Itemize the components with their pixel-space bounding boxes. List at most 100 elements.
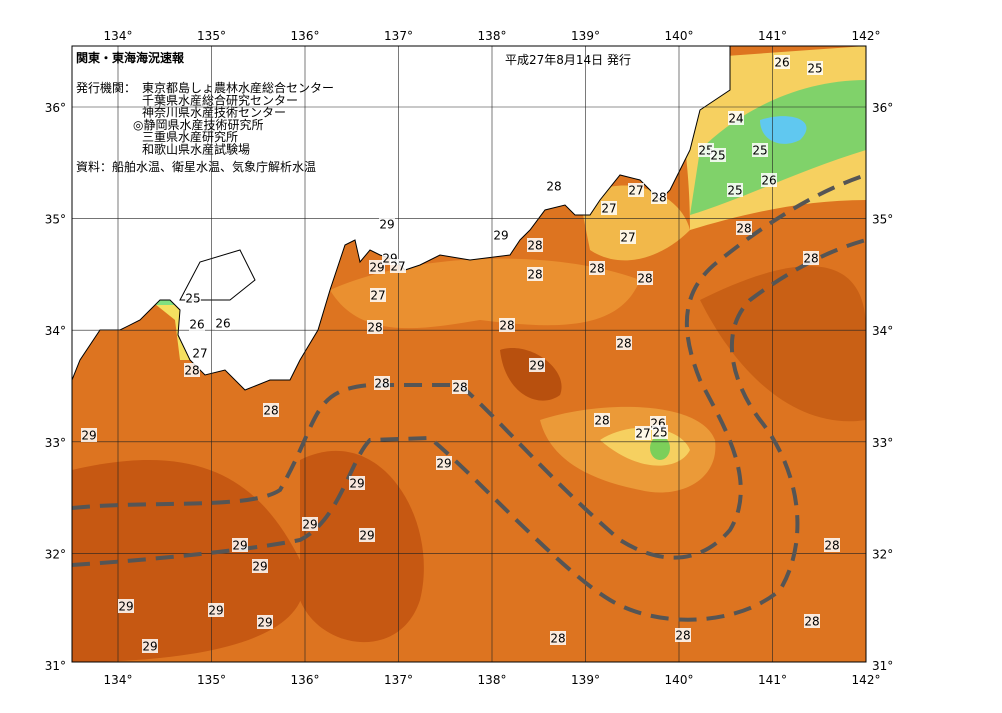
lat-label: 32°: [45, 547, 66, 561]
label-bg: [594, 413, 610, 427]
label-bg: [628, 183, 644, 197]
contour-label: 26: [774, 56, 789, 70]
contour-label: 27: [390, 260, 405, 274]
lat-label: 32°: [872, 547, 893, 561]
issuer: 東京都島しょ農林水産総合センター: [142, 80, 334, 95]
issuer: ◎静岡県水産技術研究所: [133, 117, 263, 132]
label-bg: [728, 111, 744, 125]
contour-label: 25: [727, 184, 742, 198]
lat-label: 35°: [872, 213, 893, 227]
contour-label: 28: [263, 404, 278, 418]
label-bg: [774, 55, 790, 69]
contour-label: 29: [349, 477, 364, 491]
label-bg: [252, 559, 268, 573]
lon-label: 139°: [571, 29, 600, 43]
lat-label: 31°: [872, 659, 893, 673]
lon-label: 137°: [384, 29, 413, 43]
label-bg: [374, 376, 390, 390]
label-bg: [546, 179, 562, 193]
label-bg: [185, 291, 201, 305]
contour-label: 28: [499, 319, 514, 333]
label-bg: [499, 318, 515, 332]
label-bg: [635, 426, 651, 440]
contour-label: 29: [118, 600, 133, 614]
label-bg: [436, 456, 452, 470]
label-bg: [189, 317, 205, 331]
label-bg: [752, 143, 768, 157]
label-bg: [452, 380, 468, 394]
label-bg: [215, 316, 231, 330]
label-bg: [527, 267, 543, 281]
contour-label: 29: [529, 359, 544, 373]
label-bg: [727, 183, 743, 197]
label-bg: [192, 346, 208, 360]
cold-area: [650, 436, 670, 460]
lon-label: 136°: [291, 673, 320, 687]
lon-label: 135°: [197, 673, 226, 687]
contour-label: 26: [189, 318, 204, 332]
label-bg: [257, 615, 273, 629]
contour-label: 27: [620, 231, 635, 245]
contour-label: 25: [652, 426, 667, 440]
lon-label: 142°: [852, 673, 881, 687]
issuer: 三重県水産研究所: [142, 129, 238, 144]
lon-label: 136°: [291, 29, 320, 43]
label-bg: [263, 403, 279, 417]
contour-label: 27: [635, 427, 650, 441]
contour-label: 26: [761, 174, 776, 188]
label-bg: [803, 251, 819, 265]
lon-label: 139°: [571, 673, 600, 687]
label-bg: [81, 428, 97, 442]
frame: [71, 45, 867, 663]
contour-label: 28: [736, 222, 751, 236]
contour-label: 24: [728, 112, 743, 126]
issuer: 千葉県水産総合研究センター: [142, 92, 298, 107]
contour-label: 28: [804, 615, 819, 629]
contour-label: 26: [215, 317, 230, 331]
contour-label: 29: [81, 429, 96, 443]
lon-label: 134°: [104, 673, 133, 687]
label-bg: [616, 336, 632, 350]
cold-area: [690, 80, 866, 215]
contour-label: 28: [367, 321, 382, 335]
label-bg: [359, 528, 375, 542]
contour-label: 27: [628, 184, 643, 198]
label-bg: [761, 173, 777, 187]
contour-label: 28: [675, 629, 690, 643]
contour-label: 28: [803, 252, 818, 266]
contour-label: 29: [232, 539, 247, 553]
label-bg: [675, 628, 691, 642]
label-bg: [529, 358, 545, 372]
label-bg: [184, 363, 200, 377]
label-bg: [390, 259, 406, 273]
contour-label: 29: [379, 218, 394, 232]
label-bg: [118, 599, 134, 613]
lat-label: 33°: [45, 436, 66, 450]
label-bg: [807, 61, 823, 75]
warm-area: [300, 450, 424, 643]
label-bg: [367, 320, 383, 334]
label-bg: [736, 221, 752, 235]
warm-area: [700, 266, 866, 422]
island: [179, 249, 256, 301]
contour-label: 27: [601, 202, 616, 216]
contour-label: 29: [257, 616, 272, 630]
label-bg: [302, 517, 318, 531]
label-bg: [804, 614, 820, 628]
label-bg: [493, 228, 509, 242]
label-bg: [349, 476, 365, 490]
label-bg: [370, 288, 386, 302]
lon-label: 138°: [478, 673, 507, 687]
kuroshio-axis: [72, 173, 866, 622]
label-bg: [550, 631, 566, 645]
contour-label: 28: [824, 539, 839, 553]
lon-label: 135°: [197, 29, 226, 43]
contour-label: 29: [359, 529, 374, 543]
lon-label: 137°: [384, 673, 413, 687]
lat-label: 34°: [45, 324, 66, 338]
lon-label: 138°: [478, 29, 507, 43]
contour-label: 27: [370, 289, 385, 303]
label-bg: [369, 260, 385, 274]
